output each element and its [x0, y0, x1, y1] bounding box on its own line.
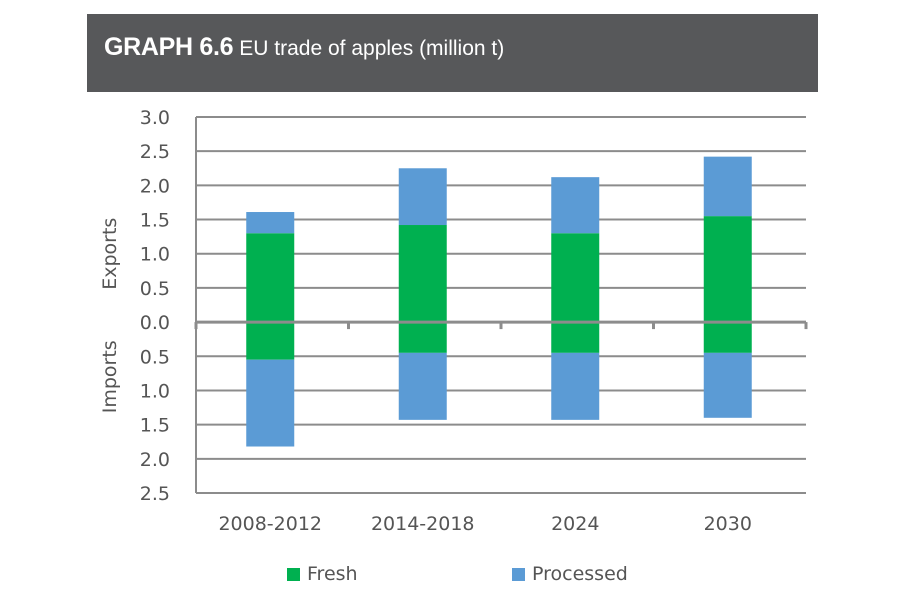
y-tick-label: 0.5 [140, 346, 170, 368]
legend-item-fresh: Fresh [287, 563, 358, 585]
y-tick-label: 0.5 [140, 278, 170, 300]
bar-import-processed [551, 352, 600, 420]
bar-export-processed [398, 168, 447, 226]
graph-number: GRAPH 6.6 [104, 33, 234, 61]
graph-title: EU trade of apples (million t) [239, 37, 505, 60]
bar-import-processed [246, 359, 295, 447]
y-tick-label: 2.0 [140, 175, 170, 197]
bar-import-fresh [703, 322, 752, 353]
bar-export-processed [246, 212, 295, 234]
x-category-label: 2008-2012 [218, 513, 322, 535]
exports-axis-label: Exports [99, 218, 121, 290]
imports-axis-label: Imports [99, 340, 121, 413]
x-category-label: 2030 [704, 513, 752, 535]
legend: Fresh Processed [0, 563, 900, 591]
bar-import-fresh [551, 322, 600, 353]
bar-import-fresh [398, 322, 447, 353]
x-category-label: 2014-2018 [371, 513, 475, 535]
legend-swatch-processed [512, 567, 525, 581]
x-category-label: 2024 [551, 513, 599, 535]
chart-title: GRAPH 6.6 EU trade of apples (million t) [104, 33, 504, 62]
bar-export-fresh [398, 225, 447, 323]
bar-export-processed [551, 177, 600, 234]
y-tick-label: 0.0 [140, 312, 170, 334]
bar-import-processed [703, 352, 752, 418]
bar-export-processed [703, 156, 752, 217]
y-tick-label: 2.0 [140, 449, 170, 471]
bar-export-fresh [703, 216, 752, 323]
legend-label-processed: Processed [532, 563, 628, 585]
legend-label-fresh: Fresh [307, 563, 358, 585]
legend-swatch-fresh [287, 567, 300, 581]
y-tick-label: 1.0 [140, 380, 170, 402]
legend-item-processed: Processed [512, 563, 628, 585]
title-banner: GRAPH 6.6 EU trade of apples (million t) [87, 14, 818, 92]
y-tick-label: 2.5 [140, 141, 170, 163]
y-tick-label: 1.5 [140, 210, 170, 232]
bar-import-fresh [246, 322, 295, 360]
y-tick-label: 3.0 [140, 107, 170, 129]
bar-export-fresh [246, 233, 295, 323]
bar-export-fresh [551, 233, 600, 323]
y-tick-label: 1.0 [140, 244, 170, 266]
y-tick-label: 1.5 [140, 415, 170, 437]
y-tick-label: 2.5 [140, 483, 170, 505]
bar-import-processed [398, 352, 447, 420]
